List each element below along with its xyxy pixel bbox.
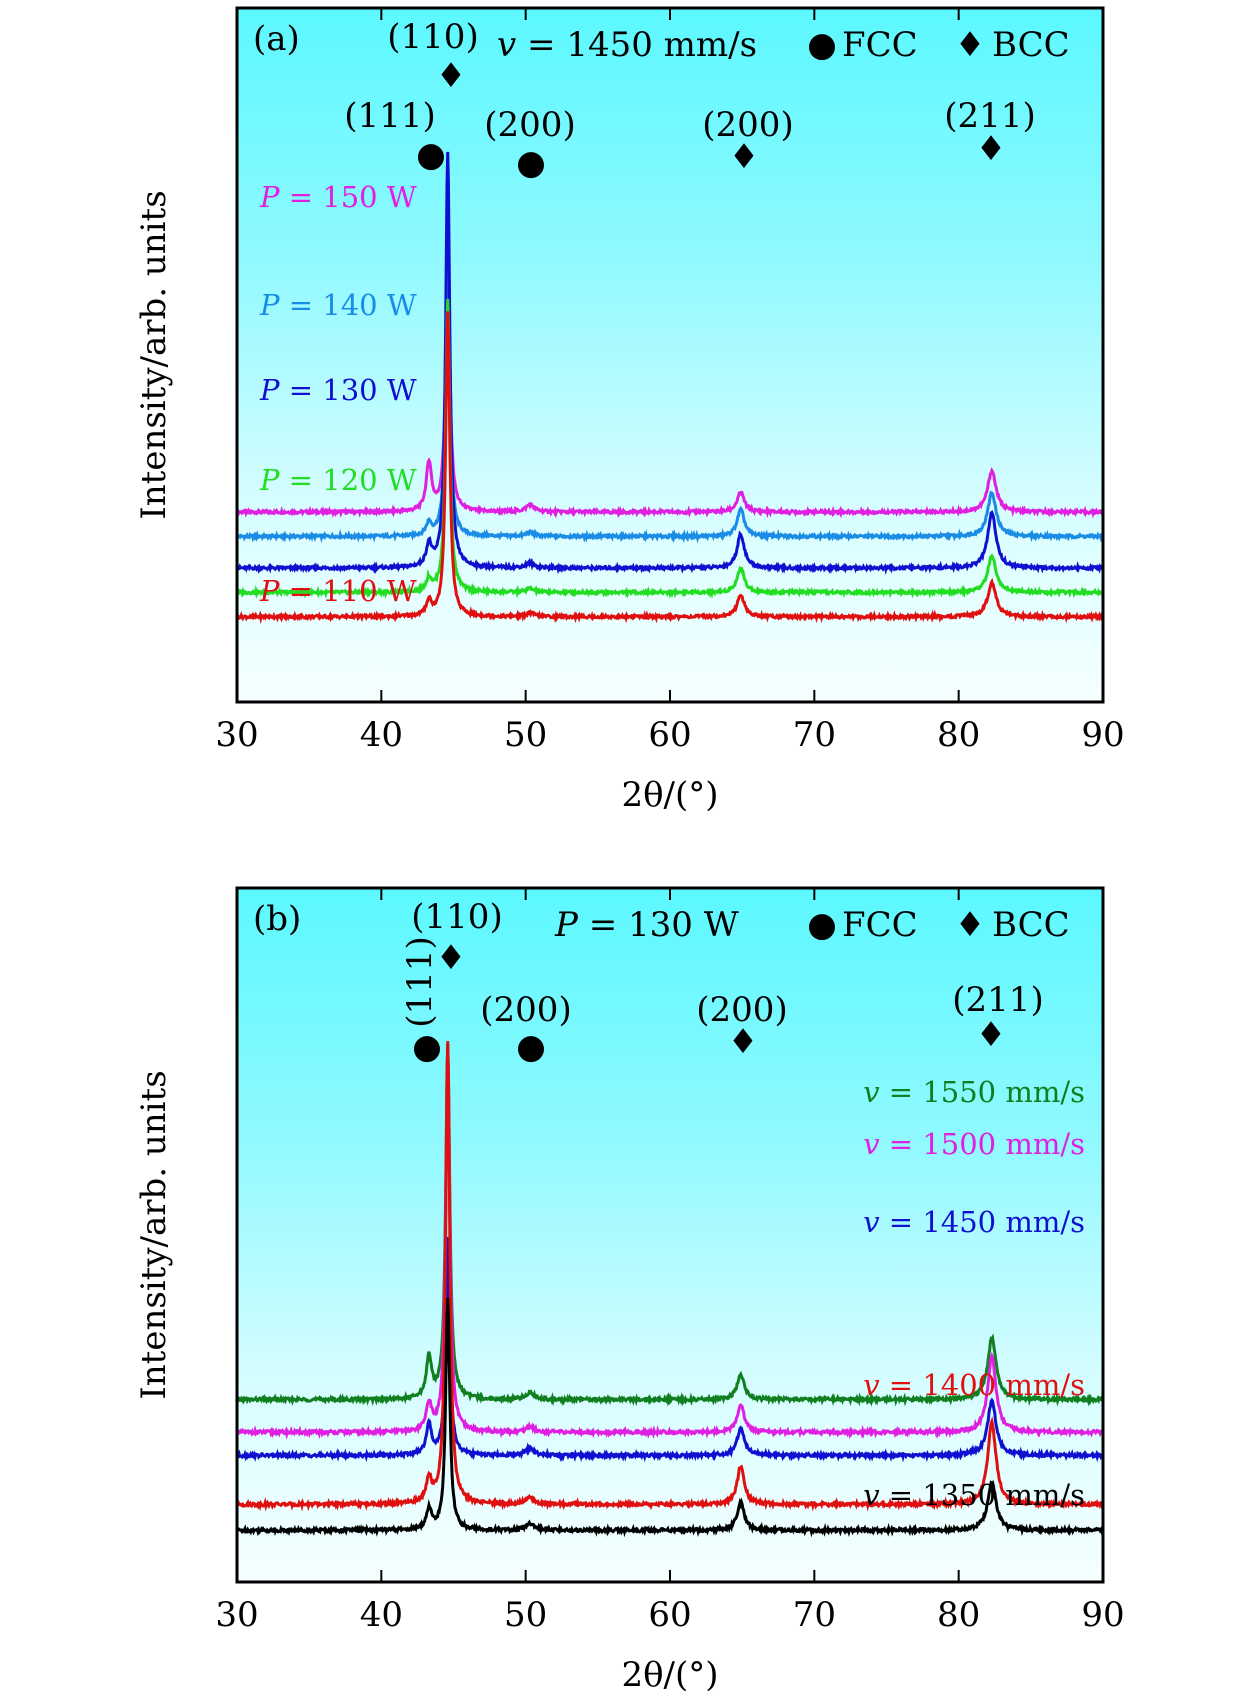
- series-line-5: [235, 311, 1105, 625]
- x-tick-label: 60: [648, 715, 691, 755]
- peak-label: (110): [387, 17, 478, 57]
- panel-b: v = 1550 mm/s v = 1500 mm/s v = 1450 mm/s v…: [134, 886, 1125, 1695]
- x-tick-label: 40: [360, 1595, 403, 1635]
- legend-bcc-symbol: ♦: [955, 25, 985, 65]
- peak-label: (200): [484, 105, 575, 145]
- x-tick-label: 30: [215, 715, 258, 755]
- plot-background: [237, 888, 1103, 1582]
- peak-symbol: ♦: [976, 129, 1006, 169]
- legend-fcc-symbol: ●: [807, 905, 837, 945]
- x-tick-label: 40: [360, 715, 403, 755]
- series-label-2: v = 1500 mm/s: [863, 1127, 1085, 1161]
- peak-symbol: ●: [416, 135, 446, 175]
- condition-text: v = 1450 mm/s: [497, 25, 757, 65]
- series-label-3: P = 130 W: [259, 373, 417, 407]
- panel-a: P = 150 W P = 140 W P = 130 W P = 120 W P = …: [134, 6, 1125, 815]
- peak-label: (200): [702, 105, 793, 145]
- series-label-5: v = 1350 mm/s: [863, 1478, 1085, 1512]
- y-axis-title: Intensity/arb. units: [134, 190, 174, 519]
- plot-background: [237, 8, 1103, 702]
- peak-label: (111): [400, 936, 440, 1027]
- series-line-1: [236, 1043, 1105, 1407]
- x-tick-label: 80: [937, 715, 980, 755]
- peak-label: (211): [952, 980, 1043, 1020]
- peak-symbol: ●: [516, 143, 546, 183]
- series-line-1: [235, 241, 1105, 519]
- legend-bcc-label: BCC: [992, 905, 1070, 945]
- peak-label: (200): [480, 990, 571, 1030]
- panel-label: (a): [253, 19, 300, 59]
- series-line-2: [235, 255, 1104, 544]
- x-tick-label: 70: [793, 715, 836, 755]
- x-axis-title: 2θ/(°): [621, 1655, 718, 1695]
- x-tick-label: 60: [648, 1595, 691, 1635]
- x-tick-label: 80: [937, 1595, 980, 1635]
- condition-text: P = 130 W: [554, 905, 739, 945]
- y-axis-title: Intensity/arb. units: [134, 1070, 174, 1399]
- series-label-5: P = 110 W: [259, 574, 417, 608]
- peak-symbol: ♦: [436, 56, 466, 96]
- legend-bcc-symbol: ♦: [955, 905, 985, 945]
- series-line-3: [236, 151, 1104, 576]
- peak-label: (111): [344, 96, 435, 136]
- peak-label: (211): [944, 96, 1035, 136]
- peak-symbol: ●: [516, 1027, 546, 1067]
- series-line-4: [235, 1041, 1105, 1512]
- x-tick-label: 70: [793, 1595, 836, 1635]
- series-line-5: [236, 1297, 1105, 1538]
- legend-fcc-label: FCC: [842, 905, 918, 945]
- panel-label: (b): [253, 899, 301, 939]
- series-label-1: P = 150 W: [259, 180, 417, 214]
- series-line-4: [236, 298, 1105, 600]
- x-tick-label: 50: [504, 715, 547, 755]
- peak-symbol: ●: [412, 1027, 442, 1067]
- peak-label: (200): [696, 990, 787, 1030]
- series-label-2: P = 140 W: [259, 288, 417, 322]
- x-tick-label: 90: [1081, 715, 1124, 755]
- x-tick-label: 50: [504, 1595, 547, 1635]
- series-line-2: [235, 1051, 1105, 1440]
- peak-symbol: ♦: [728, 1022, 758, 1062]
- series-label-3: v = 1450 mm/s: [863, 1205, 1085, 1239]
- x-axis-title: 2θ/(°): [621, 775, 718, 815]
- legend-bcc-label: BCC: [992, 25, 1070, 65]
- series-line-3: [235, 1236, 1104, 1463]
- x-tick-label: 90: [1081, 1595, 1124, 1635]
- series-label-1: v = 1550 mm/s: [863, 1075, 1085, 1109]
- legend-fcc-label: FCC: [842, 25, 918, 65]
- series-label-4: P = 120 W: [259, 463, 417, 497]
- series-label-4: v = 1400 mm/s: [863, 1368, 1085, 1402]
- peak-symbol: ♦: [976, 1015, 1006, 1055]
- legend-fcc-symbol: ●: [807, 25, 837, 65]
- x-tick-label: 30: [215, 1595, 258, 1635]
- peak-symbol: ♦: [729, 137, 759, 177]
- peak-label: (110): [411, 897, 502, 937]
- peak-symbol: ♦: [436, 938, 466, 978]
